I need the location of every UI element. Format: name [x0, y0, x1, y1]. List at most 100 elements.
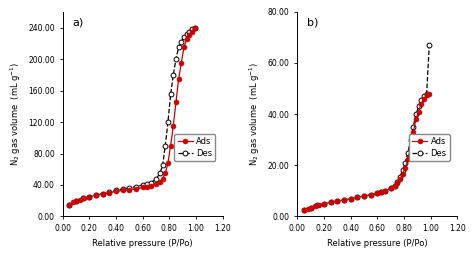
Ads — [427, 92, 432, 95]
Ads — [400, 173, 405, 176]
Des — [374, 192, 380, 195]
Ads — [383, 189, 388, 193]
Des — [157, 172, 163, 175]
Ads — [73, 199, 79, 202]
Des — [427, 44, 432, 47]
Des — [144, 183, 149, 186]
Ads — [397, 178, 403, 181]
Des — [413, 113, 419, 116]
Des — [410, 125, 416, 129]
Legend: Ads, Des: Ads, Des — [174, 134, 215, 161]
Ads — [308, 206, 313, 209]
Ads — [192, 26, 198, 29]
Ads — [388, 187, 393, 190]
Ads — [321, 202, 327, 205]
Des — [308, 206, 313, 209]
Ads — [100, 192, 105, 195]
Ads — [157, 180, 163, 183]
Ads — [421, 97, 427, 100]
Line: Des: Des — [301, 43, 432, 212]
Ads — [81, 197, 87, 200]
Y-axis label: N$_2$ gas volume  (mL g$^{-1}$): N$_2$ gas volume (mL g$^{-1}$) — [9, 62, 23, 166]
Ads — [86, 195, 92, 198]
Ads — [374, 192, 380, 195]
Ads — [305, 207, 310, 210]
Ads — [316, 204, 321, 207]
Ads — [133, 187, 139, 190]
Ads — [394, 182, 400, 185]
Des — [168, 93, 173, 96]
Des — [419, 99, 424, 102]
Des — [153, 178, 159, 181]
Ads — [355, 196, 360, 199]
Des — [394, 180, 400, 184]
Line: Ads: Ads — [67, 25, 197, 207]
Des — [163, 144, 168, 147]
Ads — [113, 190, 119, 193]
Text: a): a) — [72, 18, 83, 28]
Line: Ads: Ads — [301, 91, 432, 212]
X-axis label: Relative pressure (P/Po): Relative pressure (P/Po) — [327, 239, 428, 248]
Ads — [378, 191, 384, 194]
Ads — [392, 184, 397, 187]
Des — [301, 209, 307, 212]
Legend: Ads, Des: Ads, Des — [409, 134, 450, 161]
Des — [106, 190, 112, 194]
Des — [133, 185, 139, 188]
Des — [368, 193, 374, 196]
Des — [160, 164, 165, 167]
Des — [321, 202, 327, 205]
Ads — [93, 194, 99, 197]
Ads — [408, 146, 413, 149]
Ads — [301, 209, 307, 212]
Des — [361, 195, 367, 198]
Des — [127, 187, 132, 190]
Des — [171, 73, 176, 76]
Des — [421, 95, 427, 98]
Des — [178, 40, 184, 43]
Des — [176, 46, 182, 49]
Ads — [410, 131, 416, 134]
Ads — [165, 162, 171, 165]
Des — [173, 58, 179, 61]
Des — [181, 36, 187, 39]
Des — [120, 187, 126, 190]
Des — [397, 175, 403, 178]
Des — [66, 203, 72, 206]
Text: b): b) — [307, 18, 318, 28]
Des — [148, 181, 154, 184]
Ads — [173, 101, 179, 104]
Des — [383, 189, 388, 193]
Ads — [361, 195, 367, 198]
Ads — [140, 186, 146, 189]
Ads — [181, 46, 187, 49]
Ads — [153, 183, 159, 186]
Ads — [189, 30, 195, 33]
Des — [192, 26, 198, 29]
Des — [416, 105, 421, 108]
Des — [400, 169, 405, 172]
Ads — [144, 185, 149, 188]
Ads — [424, 93, 429, 97]
Ads — [168, 144, 173, 147]
Des — [80, 197, 85, 200]
Des — [86, 195, 92, 198]
Ads — [405, 157, 411, 161]
Ads — [334, 200, 340, 203]
Des — [140, 184, 146, 187]
Ads — [66, 203, 72, 206]
Ads — [416, 110, 421, 113]
Des — [341, 198, 346, 201]
Ads — [127, 188, 132, 191]
Ads — [312, 205, 318, 208]
Ads — [106, 191, 112, 194]
Ads — [178, 61, 184, 65]
Ads — [368, 193, 374, 196]
Ads — [419, 102, 424, 105]
Ads — [413, 118, 419, 121]
Des — [328, 201, 333, 204]
Des — [113, 189, 119, 192]
Des — [186, 30, 192, 33]
Ads — [341, 198, 346, 201]
Des — [402, 161, 408, 164]
